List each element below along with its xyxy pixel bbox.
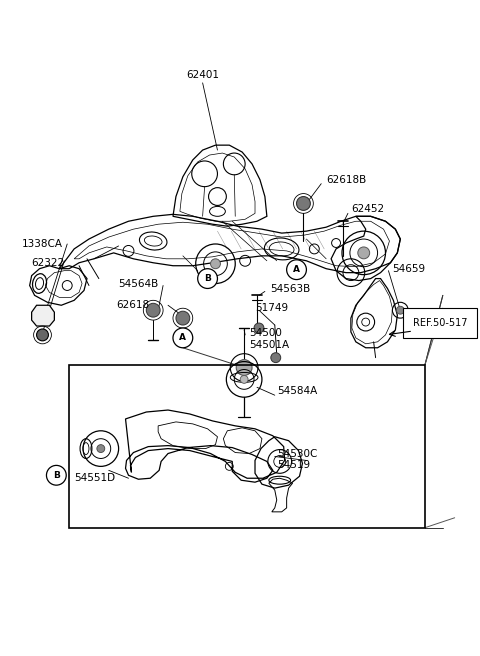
Text: 54501A: 54501A [249, 340, 289, 350]
Polygon shape [32, 305, 54, 326]
Circle shape [173, 328, 193, 348]
Circle shape [211, 259, 220, 269]
Text: 54584A: 54584A [277, 386, 317, 396]
Circle shape [240, 375, 248, 383]
Text: 62618B: 62618B [326, 174, 366, 185]
Circle shape [198, 269, 217, 289]
Circle shape [36, 329, 48, 341]
Circle shape [358, 247, 370, 259]
Circle shape [254, 323, 264, 333]
Text: B: B [204, 274, 211, 283]
Circle shape [97, 445, 105, 453]
Circle shape [47, 465, 66, 485]
Text: 51749: 51749 [255, 303, 288, 313]
Text: B: B [53, 471, 60, 480]
Text: 62401: 62401 [186, 70, 219, 80]
Bar [69, 365, 425, 527]
Text: A: A [180, 333, 186, 342]
Text: 62618: 62618 [117, 300, 150, 310]
Text: A: A [293, 265, 300, 274]
Text: 54563B: 54563B [270, 285, 310, 295]
Text: 54564B: 54564B [119, 279, 159, 289]
Circle shape [287, 260, 306, 279]
Circle shape [396, 306, 404, 314]
Text: 62322: 62322 [32, 258, 65, 268]
Circle shape [297, 197, 311, 211]
Circle shape [236, 359, 252, 375]
Text: 54500: 54500 [249, 328, 282, 338]
Text: 54659: 54659 [393, 264, 426, 274]
Text: 62452: 62452 [351, 205, 384, 215]
Text: 1338CA: 1338CA [22, 239, 63, 249]
Circle shape [271, 353, 281, 363]
Text: 54530C: 54530C [277, 449, 317, 459]
Text: 54551D: 54551D [74, 473, 115, 483]
Text: 54519: 54519 [277, 461, 310, 470]
Text: REF.50-517: REF.50-517 [413, 318, 468, 328]
Circle shape [176, 311, 190, 325]
Circle shape [146, 303, 160, 317]
